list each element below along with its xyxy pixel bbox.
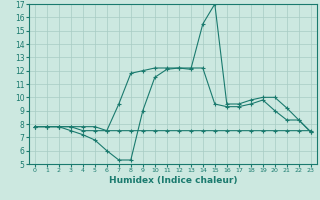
X-axis label: Humidex (Indice chaleur): Humidex (Indice chaleur) bbox=[108, 176, 237, 185]
